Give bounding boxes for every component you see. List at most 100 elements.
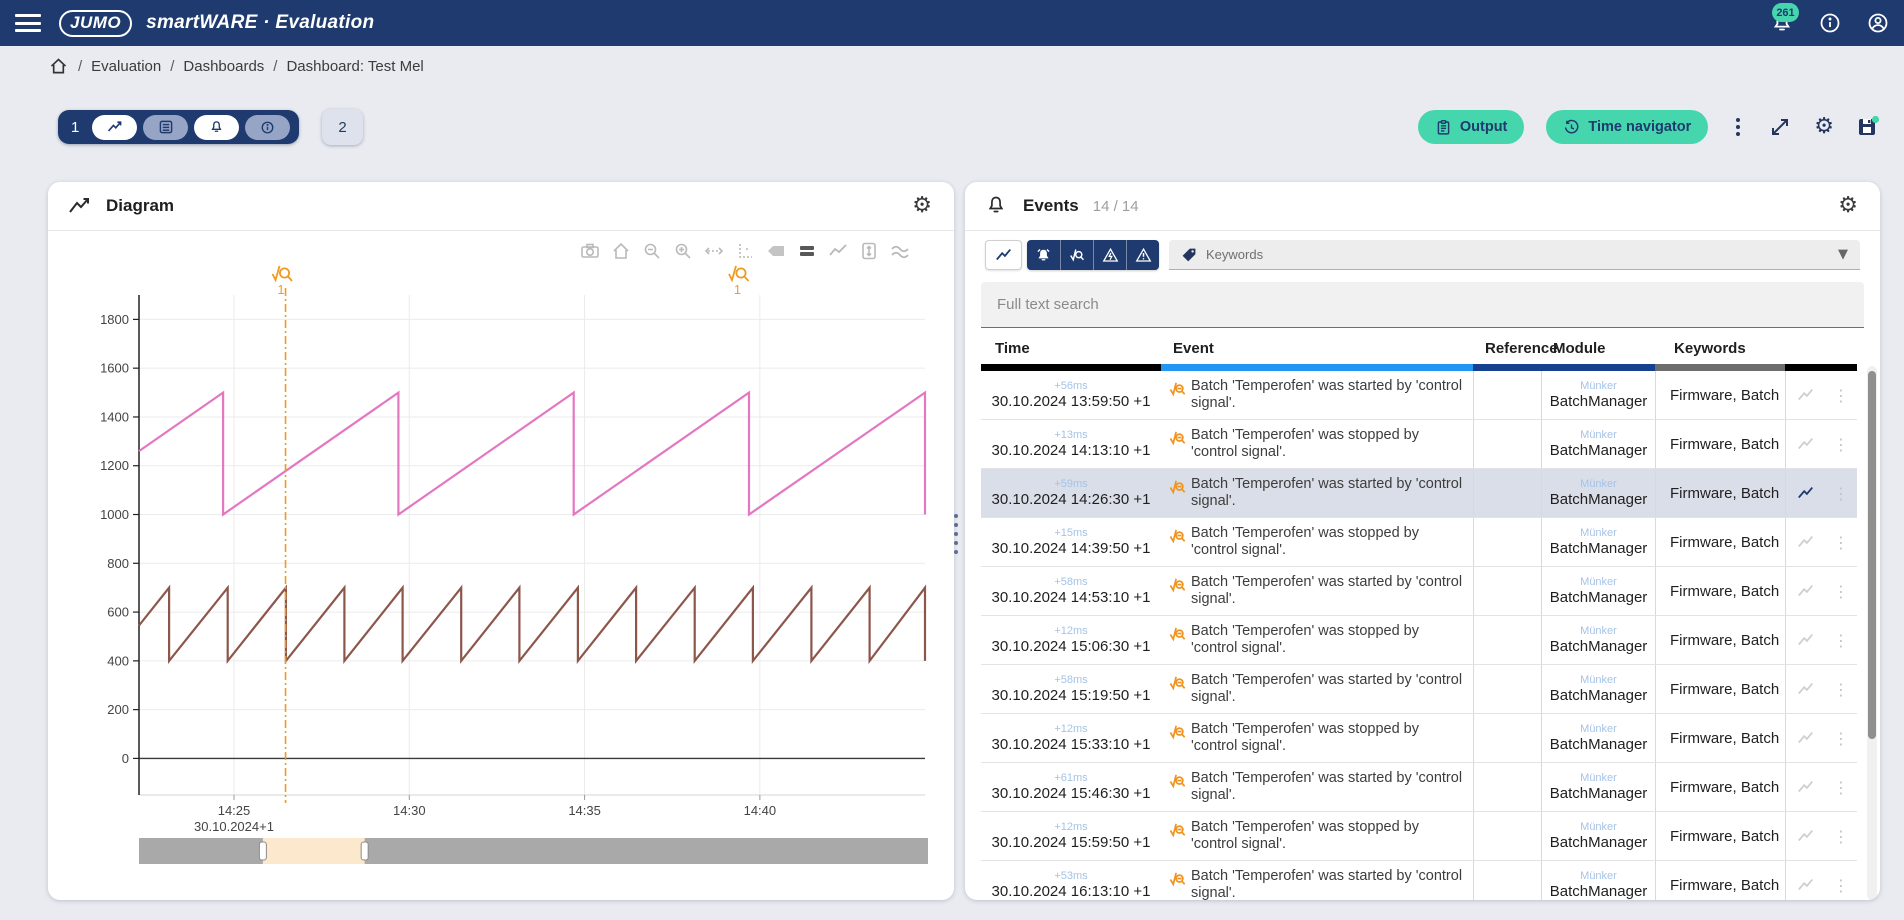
tab-widget-events[interactable] xyxy=(194,114,240,140)
line-mode-icon[interactable] xyxy=(826,240,850,262)
account-icon[interactable] xyxy=(1866,11,1890,35)
line-chart[interactable]: 0 200 400 600 800 1000 1200 1400 1600 1800 14:2530… xyxy=(48,230,954,890)
rangeslider-track[interactable] xyxy=(139,838,928,864)
dashboard-tab-2[interactable]: 2 xyxy=(322,109,363,145)
tag-off-icon[interactable] xyxy=(764,240,788,262)
column-header-reference[interactable]: Reference xyxy=(1485,340,1558,357)
info-icon[interactable] xyxy=(1818,11,1842,35)
stacked-mode-icon[interactable] xyxy=(888,240,912,262)
column-header-keywords[interactable]: Keywords xyxy=(1674,340,1746,357)
filter-batch-button[interactable] xyxy=(1060,240,1093,270)
column-header-event[interactable]: Event xyxy=(1173,340,1214,357)
rangeslider-window[interactable] xyxy=(262,838,365,864)
time-offset: +15ms xyxy=(1054,526,1088,539)
row-kebab-icon[interactable]: ⋮ xyxy=(1833,777,1849,797)
table-row[interactable]: +12ms 30.10.2024 15:59:50 +1 Batch 'Temp… xyxy=(981,812,1857,861)
show-in-chart-button[interactable] xyxy=(1785,469,1825,517)
row-kebab-icon[interactable]: ⋮ xyxy=(1833,679,1849,699)
row-kebab-icon[interactable]: ⋮ xyxy=(1833,581,1849,601)
tab-widget-list[interactable] xyxy=(143,114,189,140)
time-navigator-button[interactable]: Time navigator xyxy=(1546,110,1709,144)
y-tick-label: 1600 xyxy=(100,361,129,376)
table-row[interactable]: +56ms 30.10.2024 13:59:50 +1 Batch 'Temp… xyxy=(981,371,1857,420)
cell-event: Batch 'Temperofen' was started by 'contr… xyxy=(1161,763,1473,811)
column-header-module[interactable]: Module xyxy=(1553,340,1606,357)
diagram-settings-gear-icon[interactable]: ⚙ xyxy=(912,193,932,218)
save-widget-icon[interactable] xyxy=(1856,115,1880,139)
show-in-chart-button[interactable] xyxy=(1785,371,1825,419)
table-row[interactable]: +59ms 30.10.2024 14:26:30 +1 Batch 'Temp… xyxy=(981,469,1857,518)
column-header-time[interactable]: Time xyxy=(995,340,1030,357)
home-icon[interactable] xyxy=(48,56,69,77)
series-sawtooth-high-line[interactable] xyxy=(138,390,927,517)
table-row[interactable]: +53ms 30.10.2024 16:13:10 +1 Batch 'Temp… xyxy=(981,861,1857,900)
home-icon[interactable] xyxy=(609,240,633,262)
scrollbar-thumb[interactable] xyxy=(1868,371,1876,739)
dashboard-tab-1[interactable]: 1 xyxy=(58,110,300,144)
table-row[interactable]: +58ms 30.10.2024 14:53:10 +1 Batch 'Temp… xyxy=(981,567,1857,616)
show-in-chart-button[interactable] xyxy=(1785,518,1825,566)
chart-modebar xyxy=(578,240,912,262)
gear-icon[interactable]: ⚙ xyxy=(1814,114,1834,139)
table-row[interactable]: +58ms 30.10.2024 15:19:50 +1 Batch 'Temp… xyxy=(981,665,1857,714)
keywords-dropdown[interactable]: Keywords ▼ xyxy=(1169,240,1860,270)
zoom-out-icon[interactable] xyxy=(640,240,664,262)
expand-icon[interactable] xyxy=(1768,115,1792,139)
row-kebab-icon[interactable]: ⋮ xyxy=(1833,483,1849,503)
table-row[interactable]: +12ms 30.10.2024 15:33:10 +1 Batch 'Temp… xyxy=(981,714,1857,763)
filter-fault-button[interactable] xyxy=(1093,240,1126,270)
time-offset: +53ms xyxy=(1054,869,1088,882)
output-button[interactable]: Output xyxy=(1417,110,1525,144)
fulltext-search-input[interactable]: Full text search xyxy=(981,282,1864,328)
event-text: Batch 'Temperofen' was stopped by 'contr… xyxy=(1191,819,1419,852)
row-kebab-icon[interactable]: ⋮ xyxy=(1833,630,1849,650)
show-in-chart-button[interactable] xyxy=(1785,812,1825,860)
tab-widget-info[interactable] xyxy=(245,114,291,140)
fit-vertical-icon[interactable] xyxy=(857,240,881,262)
cell-event: Batch 'Temperofen' was stopped by 'contr… xyxy=(1161,714,1473,762)
filter-warning-button[interactable] xyxy=(1126,240,1159,270)
events-scrollbar[interactable] xyxy=(1867,366,1877,900)
camera-icon[interactable] xyxy=(578,240,602,262)
menu-icon[interactable] xyxy=(15,14,41,32)
filter-measurements-button[interactable] xyxy=(985,240,1022,270)
filter-alarm-button[interactable] xyxy=(1027,240,1060,270)
timestamp: 30.10.2024 15:46:30 +1 xyxy=(991,784,1151,802)
show-in-chart-button[interactable] xyxy=(1785,861,1825,900)
cell-time: +12ms 30.10.2024 15:59:50 +1 xyxy=(981,812,1161,860)
rangeslider-handle[interactable] xyxy=(258,841,267,861)
row-kebab-icon[interactable]: ⋮ xyxy=(1833,434,1849,454)
annotation-marker[interactable]: 1 xyxy=(271,265,293,803)
row-kebab-icon[interactable]: ⋮ xyxy=(1833,875,1849,895)
show-in-chart-button[interactable] xyxy=(1785,616,1825,664)
row-kebab-icon[interactable]: ⋮ xyxy=(1833,385,1849,405)
breadcrumb-evaluation[interactable]: Evaluation xyxy=(91,57,162,75)
show-in-chart-button[interactable] xyxy=(1785,420,1825,468)
y-tick-label: 1400 xyxy=(100,409,129,424)
zoom-in-icon[interactable] xyxy=(671,240,695,262)
breadcrumb-dashboards[interactable]: Dashboards xyxy=(183,57,265,75)
table-row[interactable]: +12ms 30.10.2024 15:06:30 +1 Batch 'Temp… xyxy=(981,616,1857,665)
autoscale-icon[interactable] xyxy=(702,240,726,262)
show-in-chart-button[interactable] xyxy=(1785,567,1825,615)
reset-axes-icon[interactable] xyxy=(733,240,757,262)
tag-on-icon[interactable] xyxy=(795,240,819,262)
module-name: BatchManager xyxy=(1549,833,1648,851)
show-in-chart-button[interactable] xyxy=(1785,763,1825,811)
search-placeholder: Full text search xyxy=(997,296,1099,313)
row-kebab-icon[interactable]: ⋮ xyxy=(1833,826,1849,846)
panel-splitter-handle[interactable] xyxy=(954,514,958,554)
annotation-marker[interactable]: 1 xyxy=(728,265,750,297)
table-row[interactable]: +13ms 30.10.2024 14:13:10 +1 Batch 'Temp… xyxy=(981,420,1857,469)
show-in-chart-button[interactable] xyxy=(1785,665,1825,713)
events-settings-gear-icon[interactable]: ⚙ xyxy=(1838,193,1858,218)
tab-widget-diagram[interactable] xyxy=(92,114,138,140)
row-kebab-icon[interactable]: ⋮ xyxy=(1833,728,1849,748)
kebab-menu-icon[interactable] xyxy=(1730,114,1746,140)
row-kebab-icon[interactable]: ⋮ xyxy=(1833,532,1849,552)
table-row[interactable]: +15ms 30.10.2024 14:39:50 +1 Batch 'Temp… xyxy=(981,518,1857,567)
table-row[interactable]: +61ms 30.10.2024 15:46:30 +1 Batch 'Temp… xyxy=(981,763,1857,812)
rangeslider-handle[interactable] xyxy=(360,841,369,861)
series-sawtooth-low-line[interactable] xyxy=(138,584,927,665)
show-in-chart-button[interactable] xyxy=(1785,714,1825,762)
